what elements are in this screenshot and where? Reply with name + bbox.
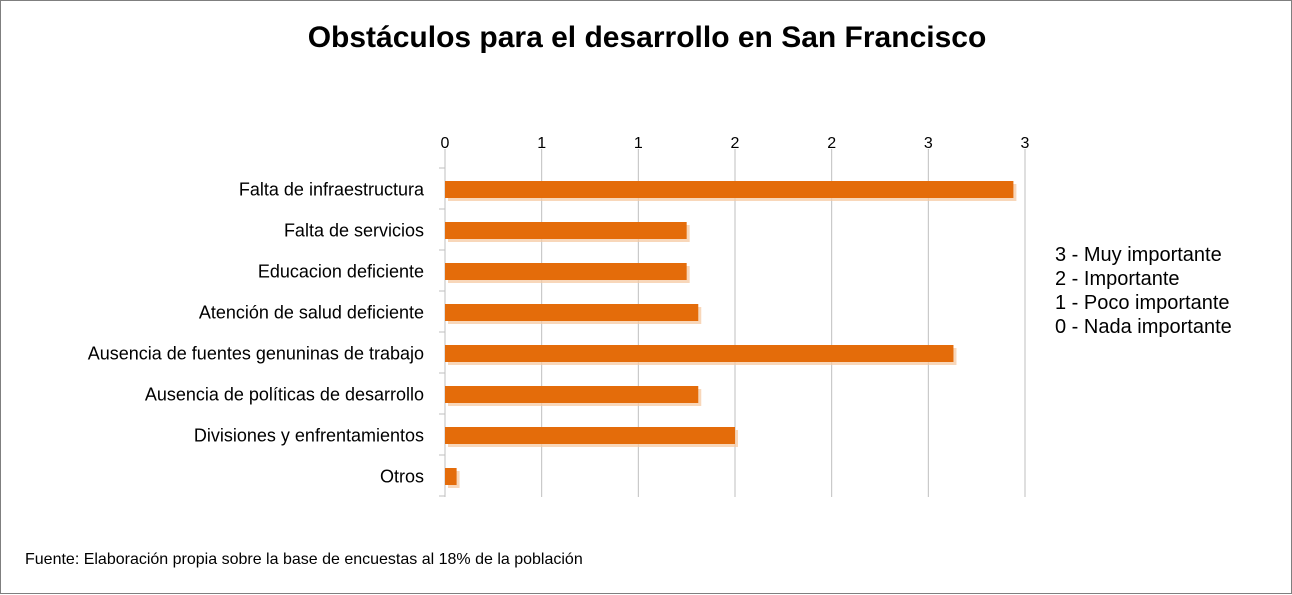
category-label: Falta de infraestructura — [239, 180, 425, 200]
bar — [445, 386, 699, 403]
category-label: Atención de salud deficiente — [199, 303, 424, 323]
legend: 3 - Muy importante 2 - Importante 1 - Po… — [1055, 243, 1232, 339]
category-label: Divisiones y enfrentamientos — [194, 426, 424, 446]
x-tick-label: 0 — [441, 135, 450, 152]
legend-item-2: 2 - Importante — [1055, 268, 1180, 290]
category-label: Ausencia de políticas de desarrollo — [145, 385, 424, 405]
source-note: Fuente: Elaboración propia sobre la base… — [25, 551, 583, 568]
category-label: Otros — [380, 467, 424, 487]
bar — [445, 427, 735, 444]
x-tick-label: 2 — [731, 135, 740, 152]
x-tick-label: 3 — [924, 135, 933, 152]
x-tick-label: 1 — [634, 135, 643, 152]
bar — [445, 468, 457, 485]
x-tick-label: 1 — [537, 135, 546, 152]
bar — [445, 304, 699, 321]
chart-title: Obstáculos para el desarrollo en San Fra… — [307, 21, 987, 54]
bar — [445, 222, 687, 239]
bar — [445, 181, 1014, 198]
legend-item-1: 1 - Poco importante — [1055, 292, 1230, 314]
category-label: Falta de servicios — [284, 221, 424, 241]
legend-item-0: 0 - Nada importante — [1055, 316, 1232, 338]
legend-item-3: 3 - Muy importante — [1055, 244, 1222, 266]
x-tick-label: 2 — [827, 135, 836, 152]
bar — [445, 345, 954, 362]
x-tick-label: 3 — [1021, 135, 1030, 152]
category-label: Ausencia de fuentes genuninas de trabajo — [88, 344, 424, 364]
bar — [445, 263, 687, 280]
category-label: Educacion deficiente — [258, 262, 424, 282]
